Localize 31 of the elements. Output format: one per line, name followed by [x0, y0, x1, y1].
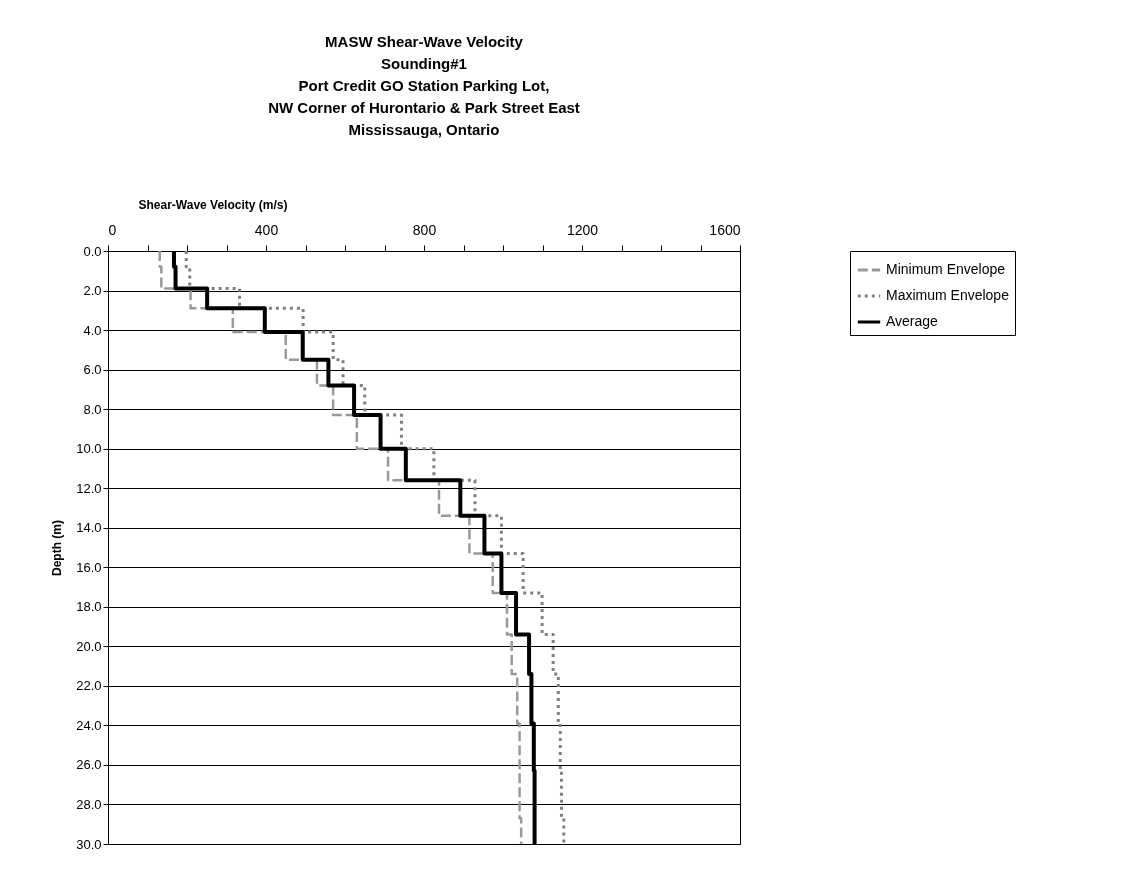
x-tick-label: 1200	[566, 221, 599, 238]
y-tick-label: 26.0	[76, 757, 102, 773]
text: NW Corner of Hurontario & Park Street East	[268, 99, 580, 116]
y-tick-label: 24.0	[76, 717, 102, 733]
x-tick-label: 1600	[709, 221, 741, 238]
y-tick-label: 2.0	[83, 283, 102, 299]
text: Port Credit GO Station Parking Lot,	[298, 77, 550, 94]
y-tick-label: 30.0	[76, 836, 102, 852]
y-tick-label: 20.0	[76, 638, 102, 654]
y-tick-label: 22.0	[76, 678, 102, 694]
y-tick-label: 14.0	[76, 520, 102, 536]
text: Mississauga, Ontario	[348, 121, 500, 138]
x-tick-label: 800	[412, 221, 437, 238]
text: MASW Shear-Wave Velocity	[325, 33, 523, 50]
y-tick-label: 10.0	[76, 441, 102, 457]
y-axis-title: Depth (m)	[50, 520, 65, 576]
y-tick-label: 28.0	[76, 796, 102, 812]
x-tick-label: 0	[108, 221, 117, 238]
y-tick-label: 0.0	[83, 243, 102, 259]
y-tick-label: 12.0	[76, 480, 102, 496]
legend-label: Minimum Envelope	[886, 261, 1006, 277]
text: Sounding#1	[381, 55, 467, 72]
y-tick-label: 4.0	[83, 322, 102, 338]
y-tick-label: 16.0	[76, 559, 102, 575]
x-axis-title: Shear-Wave Velocity (m/s)	[138, 197, 288, 212]
legend-label: Maximum Envelope	[886, 287, 1010, 303]
legend-label: Average	[886, 313, 939, 329]
y-tick-label: 6.0	[83, 362, 102, 378]
x-tick-label: 400	[254, 221, 279, 238]
y-tick-label: 8.0	[83, 401, 102, 417]
y-tick-label: 18.0	[76, 599, 102, 615]
